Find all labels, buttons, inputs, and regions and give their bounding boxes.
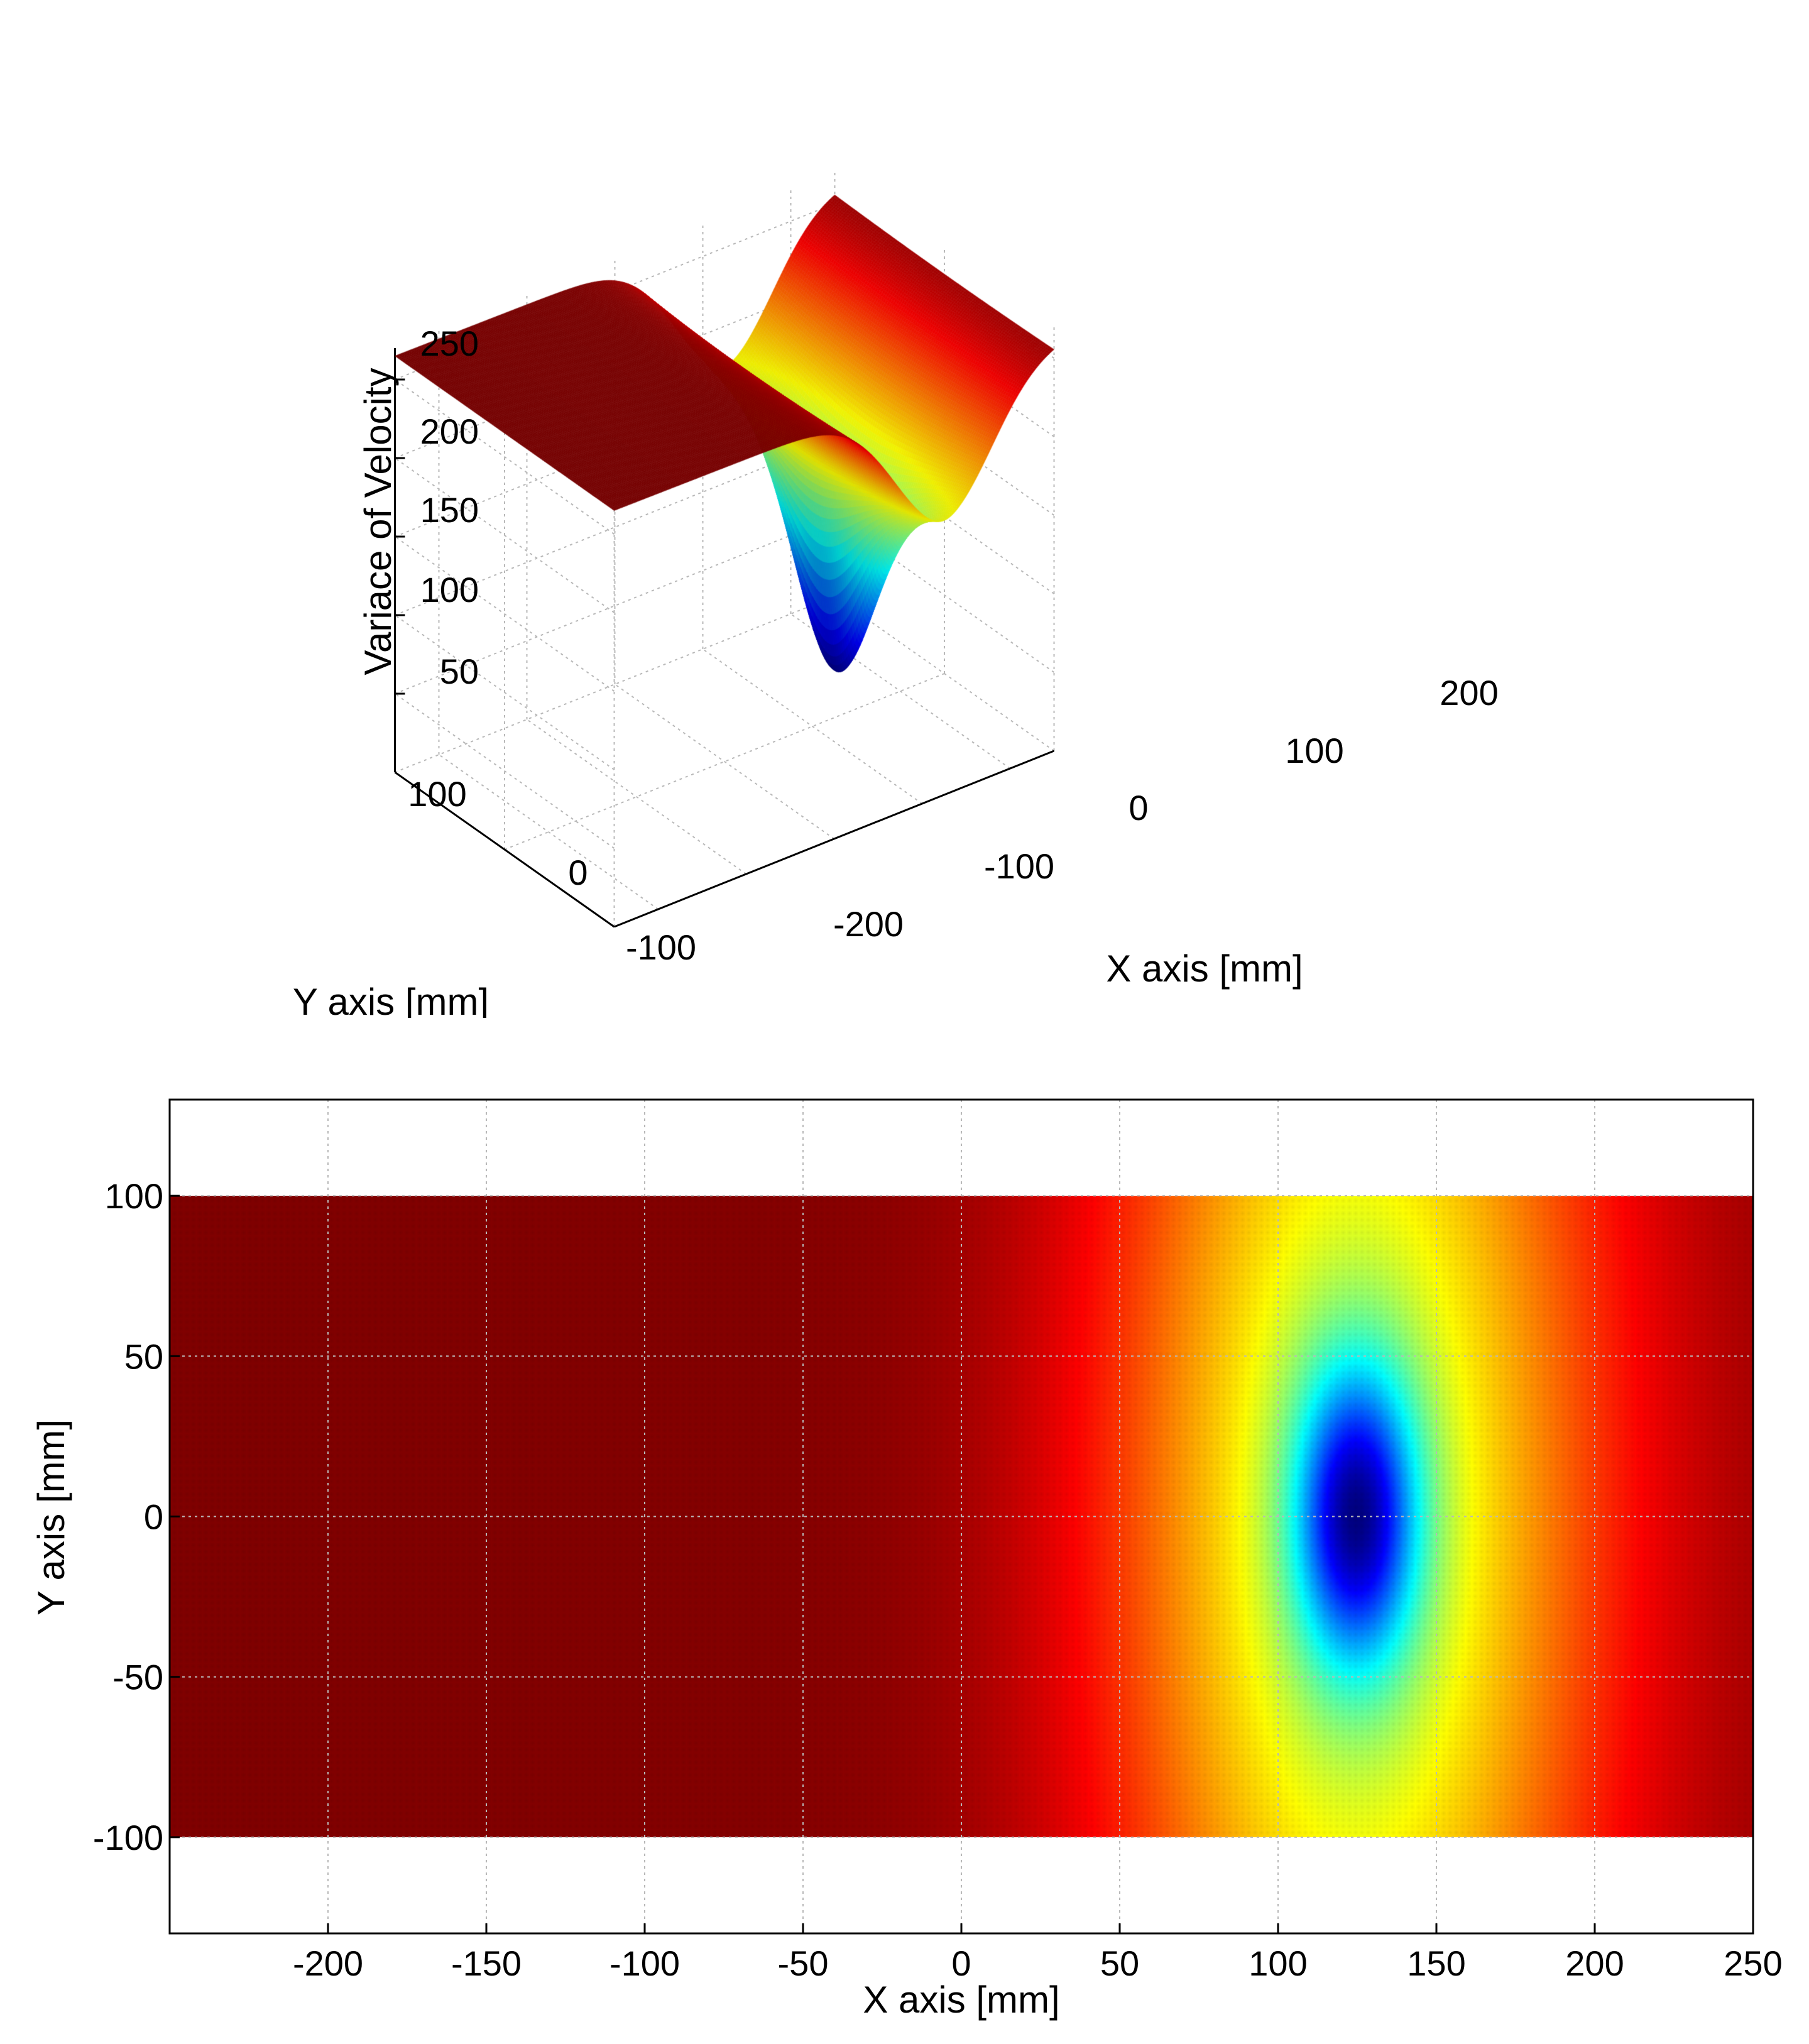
z-tick-label: 150 xyxy=(420,490,479,530)
z-tick-label: 250 xyxy=(420,324,479,363)
y-tick-label: -50 xyxy=(112,1658,163,1697)
x-tick-label: 50 xyxy=(1100,1943,1139,1983)
x-tick-label: -200 xyxy=(833,904,904,944)
x-tick-label: -150 xyxy=(451,1943,522,1983)
x-tick-label: 200 xyxy=(1565,1943,1624,1983)
x-tick-label: -200 xyxy=(293,1943,363,1983)
x-tick-label: 100 xyxy=(1285,731,1343,770)
x-tick-label: -50 xyxy=(778,1943,829,1983)
heatmap-ticks: -200 -150 -100 -50 0 50 100 150 200 250 100 50 0 -50 -… xyxy=(93,1176,1783,1983)
y-tick-label: 0 xyxy=(144,1497,163,1537)
x-tick-label: 0 xyxy=(1129,788,1148,828)
y-axis-label: Y axis [mm] xyxy=(293,981,489,1018)
y-tick-label: 50 xyxy=(124,1336,163,1376)
x-tick-label: 100 xyxy=(1249,1943,1307,1983)
z-tick-label: 50 xyxy=(440,652,479,691)
y-tick-label: 100 xyxy=(105,1176,163,1216)
z-tick-label: 100 xyxy=(420,570,479,609)
x-tick-label: -100 xyxy=(609,1943,680,1983)
y-axis-label: Y axis [mm] xyxy=(30,1419,72,1615)
y-tick-label: -100 xyxy=(626,927,696,967)
x-tick-label: -100 xyxy=(984,846,1054,886)
y-tick-label: 100 xyxy=(408,774,466,814)
x-tick-label: 0 xyxy=(951,1943,971,1983)
x-tick-label: 150 xyxy=(1407,1943,1465,1983)
surface-mesh xyxy=(0,0,1809,1018)
z-axis-label: Variace of Velocity xyxy=(357,368,399,675)
surface-plot-3d: 250 200 150 100 50 100 0 -100 -200 -100 … xyxy=(0,0,1809,1018)
x-tick-label: 250 xyxy=(1724,1943,1782,1983)
z-tick-label: 200 xyxy=(420,412,479,451)
heatmap-plot-2d: -200 -150 -100 -50 0 50 100 150 200 250 100 50 0 -50 -… xyxy=(30,1098,1783,2021)
x-tick-label: 200 xyxy=(1440,673,1498,713)
x-axis-label: X axis [mm] xyxy=(1106,948,1303,990)
y-tick-label: -100 xyxy=(93,1818,163,1857)
y-tick-label: 0 xyxy=(568,853,588,892)
x-axis-label: X axis [mm] xyxy=(863,1979,1059,2021)
